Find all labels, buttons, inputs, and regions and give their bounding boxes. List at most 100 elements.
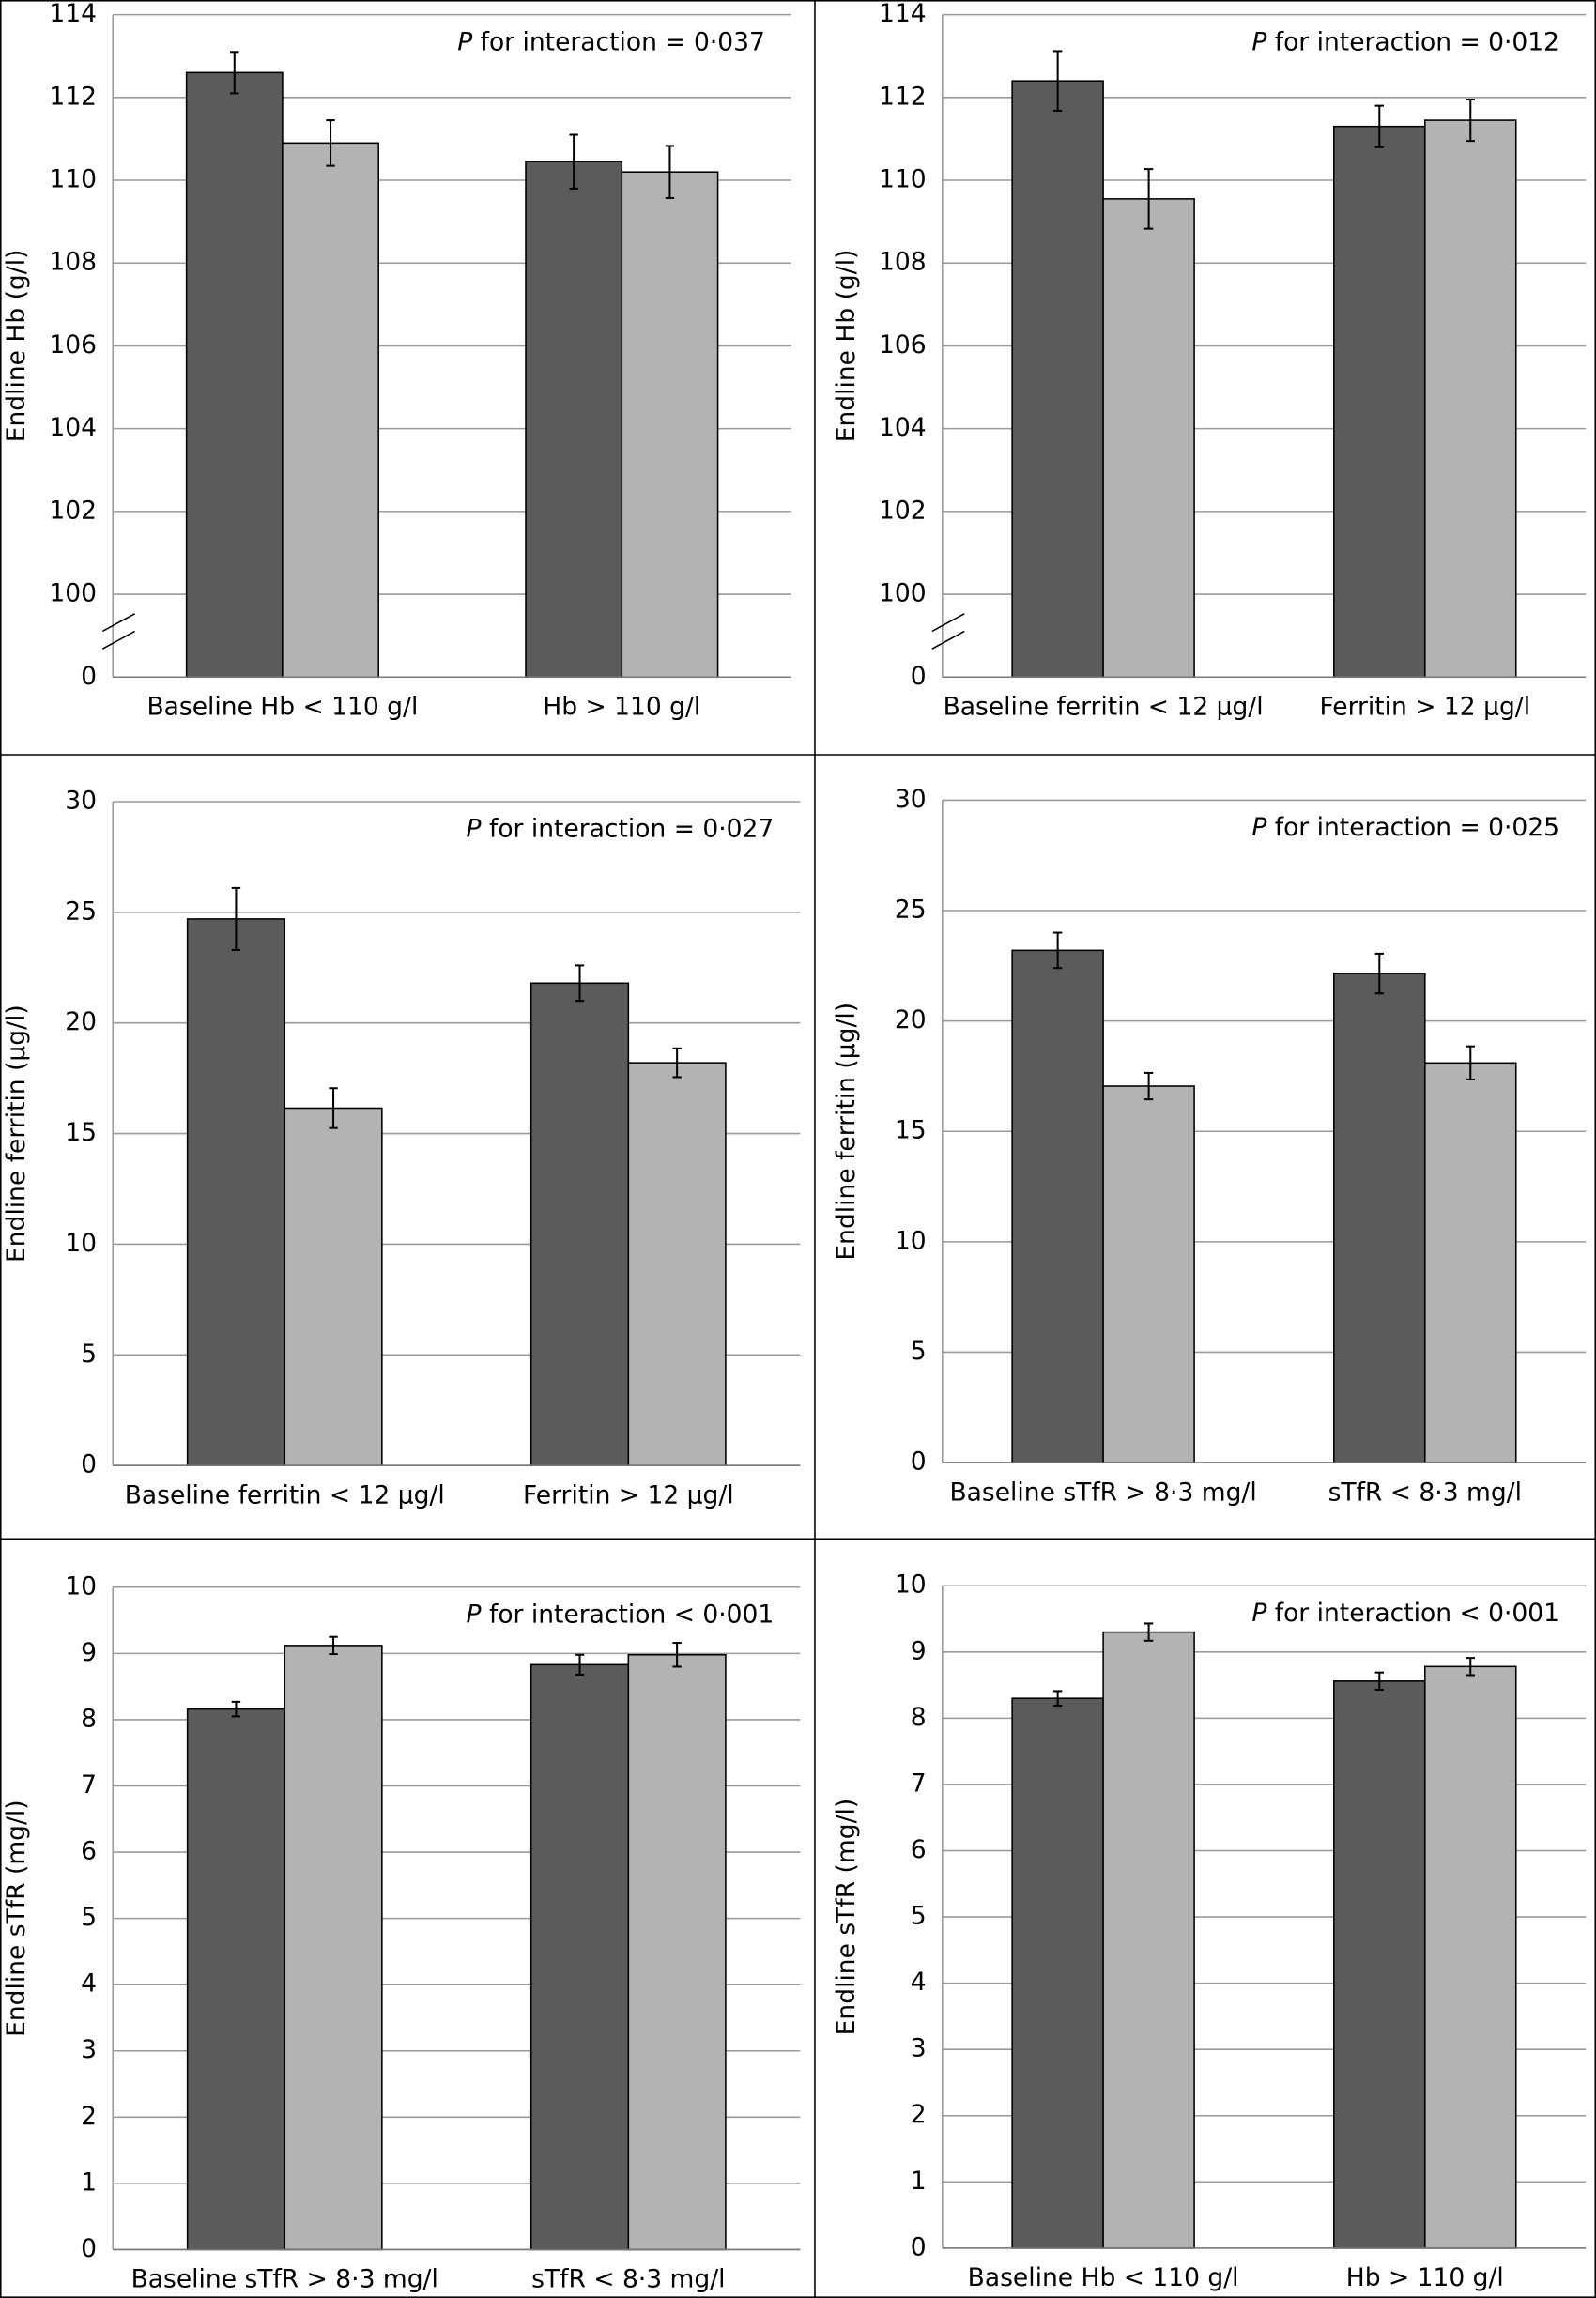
y-tick-label: 0 xyxy=(911,1448,927,1477)
y-tick-label: 10 xyxy=(895,1570,927,1600)
bar xyxy=(284,1645,383,2251)
y-tick-label: 9 xyxy=(81,1638,97,1667)
bar xyxy=(282,142,379,679)
y-tick-label: 2 xyxy=(81,2102,97,2131)
y-tick-label: 4 xyxy=(911,1968,927,1997)
y-tick-label: 100 xyxy=(49,579,97,608)
y-tick-label: 102 xyxy=(49,496,97,525)
y-tick-label: 1 xyxy=(81,2168,97,2197)
y-tick-label: 4 xyxy=(81,1969,97,1999)
y-tick-label: 5 xyxy=(81,1340,97,1369)
y-tick-label: 25 xyxy=(65,896,97,926)
y-tick-label: 106 xyxy=(49,330,97,360)
y-tick-label: 112 xyxy=(879,82,927,111)
bar xyxy=(627,1653,727,2251)
y-tick-label: 30 xyxy=(895,785,927,814)
x-tick-label: Hb > 110 g/l xyxy=(1346,2263,1504,2292)
y-tick-label: 5 xyxy=(911,1902,927,1931)
bar xyxy=(1102,1631,1195,2249)
annotation: P for interaction = 0·012 xyxy=(1251,27,1559,56)
y-tick-label: 102 xyxy=(879,496,927,525)
axis-break xyxy=(931,630,965,650)
bar xyxy=(627,1062,727,1466)
y-tick-label: 8 xyxy=(81,1704,97,1733)
y-tick-label: 9 xyxy=(911,1636,927,1665)
bar xyxy=(186,918,286,1466)
y-tick-label: 108 xyxy=(49,248,97,277)
bar xyxy=(1102,1085,1195,1463)
y-tick-label: 8 xyxy=(911,1703,927,1732)
bar xyxy=(529,982,630,1466)
x-tick-label: Baseline ferritin < 12 μg/l xyxy=(944,693,1264,722)
x-tick-label: Ferritin > 12 μg/l xyxy=(523,1480,734,1509)
y-tick-label: 5 xyxy=(81,1903,97,1932)
y-tick-label: 104 xyxy=(879,413,927,442)
bar xyxy=(1333,1680,1426,2249)
y-tick-label: 10 xyxy=(65,1571,97,1601)
bar xyxy=(1423,1665,1517,2249)
x-tick-label: Baseline Hb < 110 g/l xyxy=(146,693,418,722)
y-tick-label: 106 xyxy=(879,330,927,360)
bar xyxy=(621,171,719,679)
y-tick-label: 30 xyxy=(65,786,97,815)
x-tick-label: Ferritin > 12 μg/l xyxy=(1319,693,1530,722)
y-tick-label: 0 xyxy=(81,1450,97,1479)
bar xyxy=(1011,80,1104,679)
bar xyxy=(525,161,623,679)
x-tick-label: sTfR < 8·3 mg/l xyxy=(531,2265,725,2294)
y-tick-label: 10 xyxy=(895,1226,927,1255)
y-tick-label: 104 xyxy=(49,413,97,442)
y-tick-label: 6 xyxy=(81,1837,97,1866)
y-tick-label: 1 xyxy=(911,2167,927,2196)
bar xyxy=(186,1708,286,2251)
bar xyxy=(1011,949,1104,1463)
y-tick-label: 114 xyxy=(49,0,97,28)
y-tick-label: 3 xyxy=(911,2034,927,2063)
y-tick-label: 110 xyxy=(879,165,927,194)
x-tick-label: Baseline ferritin < 12 μg/l xyxy=(125,1480,445,1509)
y-tick-label: 0 xyxy=(81,2234,97,2263)
y-tick-label: 0 xyxy=(911,662,927,691)
y-tick-label: 25 xyxy=(895,896,927,925)
axis-break xyxy=(101,613,135,633)
y-tick-label: 5 xyxy=(911,1337,927,1366)
y-axis-label: Endline ferritin (μg/l) xyxy=(2,1004,31,1263)
annotation: P for interaction < 0·001 xyxy=(1251,1598,1559,1627)
y-tick-label: 110 xyxy=(49,165,97,194)
bar xyxy=(284,1107,383,1466)
bar xyxy=(185,71,284,679)
bar xyxy=(1333,973,1426,1463)
bar xyxy=(1011,1697,1104,2249)
bar xyxy=(1423,119,1517,679)
y-tick-label: 3 xyxy=(81,2035,97,2064)
y-tick-label: 6 xyxy=(911,1835,927,1864)
axis-break xyxy=(101,630,135,650)
y-tick-label: 0 xyxy=(81,662,97,691)
y-axis-label: Endline sTfR (mg/l) xyxy=(832,1799,861,2036)
y-tick-label: 10 xyxy=(65,1229,97,1258)
y-axis-label: Endline Hb (g/l) xyxy=(832,250,861,443)
x-tick-label: Hb > 110 g/l xyxy=(543,693,700,722)
y-tick-label: 100 xyxy=(879,579,927,608)
y-tick-label: 15 xyxy=(895,1116,927,1145)
y-tick-label: 20 xyxy=(895,1005,927,1034)
y-tick-label: 0 xyxy=(911,2232,927,2261)
y-axis-label: Endline ferritin (μg/l) xyxy=(832,1003,861,1261)
x-tick-label: Baseline sTfR > 8·3 mg/l xyxy=(949,1478,1256,1507)
annotation: P for interaction < 0·001 xyxy=(467,1600,775,1629)
y-axis-label: Endline sTfR (mg/l) xyxy=(2,1800,31,2037)
y-tick-label: 7 xyxy=(911,1769,927,1798)
x-tick-label: sTfR < 8·3 mg/l xyxy=(1328,1478,1522,1507)
x-tick-label: Baseline Hb < 110 g/l xyxy=(968,2263,1239,2292)
y-tick-label: 108 xyxy=(879,248,927,277)
y-tick-label: 112 xyxy=(49,82,97,111)
y-tick-label: 20 xyxy=(65,1007,97,1036)
y-tick-label: 15 xyxy=(65,1118,97,1147)
y-tick-label: 7 xyxy=(81,1770,97,1800)
y-tick-label: 114 xyxy=(879,0,927,28)
y-tick-label: 2 xyxy=(911,2100,927,2129)
bar xyxy=(1102,198,1195,679)
